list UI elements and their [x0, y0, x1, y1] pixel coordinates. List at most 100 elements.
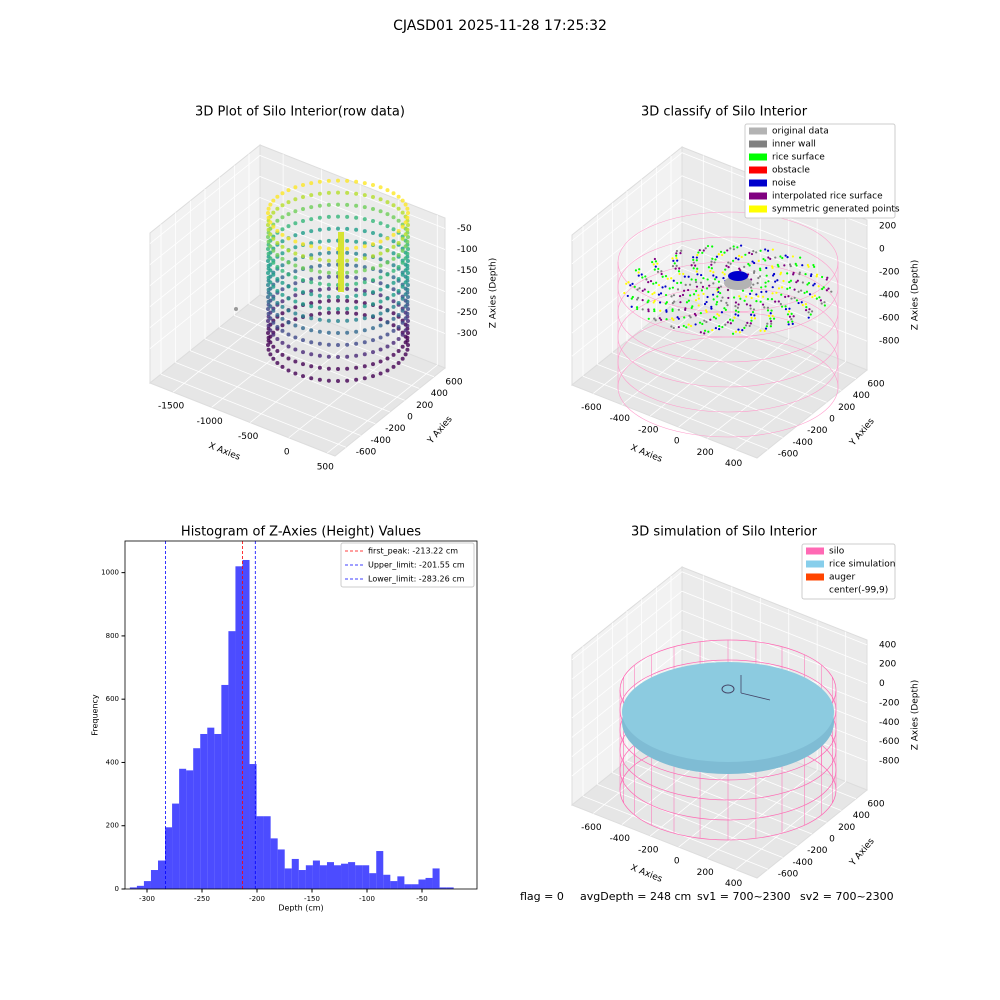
cloud-dot — [660, 318, 663, 321]
cloud-dot — [752, 283, 755, 286]
cloud-dot — [674, 267, 677, 270]
cloud-dot — [675, 252, 678, 255]
cloud-dot — [771, 248, 774, 251]
grid-line — [571, 267, 868, 357]
cloud-dot — [653, 308, 656, 311]
cloud-dot — [378, 281, 383, 286]
y-tick-label: -400 — [792, 858, 813, 868]
cloud-dot — [766, 298, 770, 301]
cloud-dot — [792, 315, 795, 318]
cloud-dot — [717, 280, 720, 283]
cloud-dot — [362, 340, 367, 345]
cloud-dot — [301, 230, 305, 235]
cloud-dot — [362, 256, 367, 261]
cloud-dot — [354, 287, 359, 292]
cloud-dot — [406, 331, 410, 335]
cloud-dot — [317, 269, 322, 274]
cloud-dot — [656, 270, 660, 273]
cloud-dot — [371, 278, 375, 283]
cloud-dot — [769, 312, 772, 315]
z-tick-label: -600 — [879, 737, 900, 747]
z-tick-label: 0 — [879, 679, 885, 689]
cloud-dot — [391, 323, 396, 328]
cloud-dot — [772, 274, 775, 277]
cloud-dot — [286, 296, 291, 301]
cloud-dot — [656, 262, 659, 265]
footer-sv2: sv2 = 700~2300 — [800, 890, 894, 903]
cloud-dot — [378, 311, 383, 316]
grid-line — [611, 202, 798, 427]
cloud-dot — [808, 308, 811, 311]
cloud-dot — [406, 211, 410, 215]
cloud-dot — [737, 328, 740, 331]
cloud-dot — [801, 281, 804, 284]
cloud-dot — [309, 193, 314, 198]
cloud-dot — [753, 314, 756, 317]
cloud-dot — [654, 260, 658, 263]
cloud-dot — [805, 305, 808, 309]
cloud-dot — [673, 300, 676, 303]
grid-line — [650, 177, 761, 417]
cloud-dot — [286, 260, 291, 265]
z-tick-label: 0 — [879, 244, 885, 254]
cloud-dot — [697, 251, 700, 254]
grid-line — [626, 191, 813, 415]
hist-bar — [221, 684, 229, 889]
cloud-dot — [627, 281, 630, 284]
cloud-dot — [266, 319, 270, 323]
x-axis-label: Depth (cm) — [278, 904, 323, 913]
cloud-dot — [641, 299, 644, 302]
cloud-dot — [708, 284, 711, 287]
cloud-dot — [626, 294, 629, 298]
legend-label: symmetric generated points — [772, 205, 900, 215]
cloud-dot — [391, 263, 396, 268]
cloud-dot — [385, 320, 390, 325]
grid-line — [149, 176, 446, 265]
cloud-dot — [309, 244, 314, 249]
y-tick-label: 600 — [867, 379, 884, 389]
panel-title: Histogram of Z-Axies (Height) Values — [181, 525, 421, 540]
cloud-dot — [727, 261, 730, 264]
cloud-dot — [391, 311, 396, 316]
cloud-dot — [280, 352, 285, 357]
cloud-dot — [786, 256, 789, 259]
panel-title: 3D simulation of Silo Interior — [631, 525, 818, 540]
cloud-dot — [752, 271, 756, 274]
cloud-dot — [654, 319, 657, 322]
y-tick-label: 400 — [853, 811, 870, 821]
hist-bar — [228, 631, 236, 889]
cloud-dot — [403, 316, 408, 321]
cloud-dot — [309, 217, 314, 222]
cloud-dot — [681, 293, 685, 297]
cloud-dot — [635, 306, 639, 309]
cloud-dot — [692, 293, 696, 296]
cloud-dot — [405, 311, 410, 316]
cloud-dot — [268, 220, 273, 225]
cloud-dot — [817, 285, 820, 288]
legend-label: noise — [772, 179, 796, 189]
cloud-dot — [266, 343, 270, 347]
cloud-dot — [391, 239, 396, 244]
cloud-dot — [271, 272, 276, 277]
cloud-dot — [275, 241, 280, 245]
y-tick-label: 0 — [407, 413, 413, 423]
cloud-dot — [779, 302, 782, 306]
cloud-dot — [266, 235, 270, 239]
cloud-dot — [737, 303, 740, 306]
cloud-dot — [703, 329, 707, 332]
cloud-dot — [271, 308, 276, 313]
cloud-dot — [787, 320, 790, 324]
cloud-dot — [271, 320, 276, 325]
cloud-dot — [710, 267, 713, 270]
cloud-dot — [385, 260, 390, 265]
point-cloud-decoration — [619, 639, 837, 841]
cloud-dot — [378, 305, 383, 310]
cloud-dot — [293, 305, 298, 310]
cloud-dot — [266, 299, 271, 304]
cloud-dot — [391, 244, 396, 249]
cloud-dot — [403, 268, 408, 273]
y-axis-label: Frequency — [91, 694, 100, 736]
cloud-dot — [680, 249, 683, 252]
cloud-dot — [800, 301, 803, 304]
